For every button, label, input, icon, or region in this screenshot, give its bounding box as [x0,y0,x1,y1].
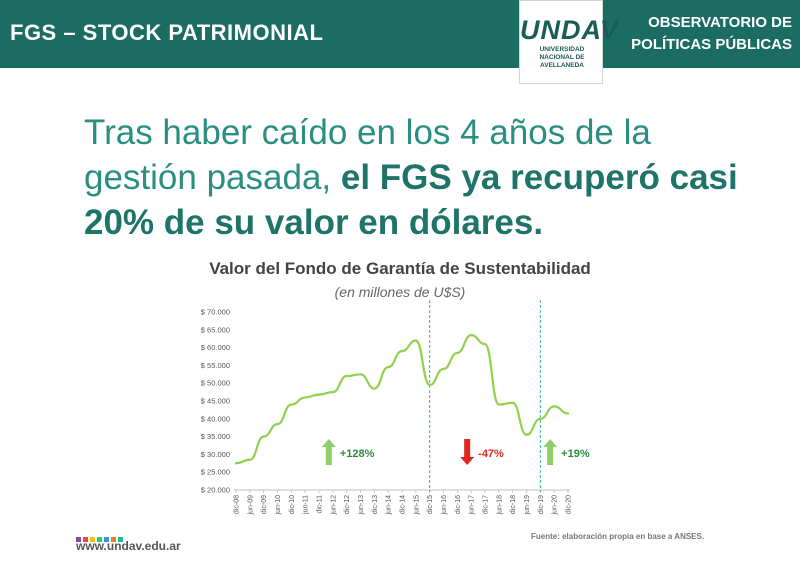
x-tick-label: dic-18 [510,495,517,514]
data-point [359,373,361,375]
data-point [276,423,278,425]
x-tick-label: dic-08 [234,495,241,514]
data-point [318,393,320,395]
x-tick-label: jun-09 [247,495,254,516]
arrow-up-icon [543,439,557,465]
x-tick-label: jun-16 [441,495,448,516]
x-tick-label: jun-20 [552,495,559,516]
y-tick-label: $ 30.000 [201,450,230,459]
x-tick-label: dic-12 [344,495,351,514]
data-point [346,375,348,377]
data-point [290,403,292,405]
data-point [456,352,458,354]
data-point [484,343,486,345]
x-tick-label: dic-17 [483,495,490,514]
x-tick-label: dic-09 [261,495,268,514]
x-tick-label: jun-13 [358,495,365,516]
series-line [236,335,568,463]
data-point [470,334,472,336]
y-tick-label: $ 35.000 [201,432,230,441]
x-tick-label: dic-13 [372,495,379,514]
arrow-down-icon [460,439,474,465]
y-tick-label: $ 70.000 [201,308,230,317]
y-tick-label: $ 25.000 [201,468,230,477]
x-tick-label: jun-14 [386,495,393,516]
change-annotation: -47% [478,448,504,460]
x-tick-label: jun-15 [413,495,420,516]
y-tick-label: $ 50.000 [201,379,230,388]
data-point [415,339,417,341]
data-point [498,403,500,405]
change-annotation: +19% [561,448,590,460]
x-tick-label: dic-20 [566,495,573,514]
y-tick-label: $ 55.000 [201,361,230,370]
x-tick-label: jun-19 [524,495,531,516]
x-tick-label: dic-16 [455,495,462,514]
data-point [235,462,237,464]
footer-url[interactable]: www.undav.edu.ar [76,539,181,553]
x-tick-label: jun-18 [496,495,503,516]
data-point [512,402,514,404]
data-point [387,366,389,368]
data-point [304,396,306,398]
footer-source: Fuente: elaboración propia en base a ANS… [531,532,704,541]
arrow-up-icon [322,439,336,465]
data-point [263,436,265,438]
x-tick-label: jun-12 [330,495,337,516]
y-tick-label: $ 20.000 [201,486,230,495]
data-point [373,387,375,389]
y-tick-label: $ 40.000 [201,414,230,423]
x-tick-label: dic-15 [427,495,434,514]
y-tick-label: $ 65.000 [201,325,230,334]
data-point [429,384,431,386]
change-annotation: +128% [340,448,375,460]
x-tick-label: jun-11 [303,495,310,515]
x-tick-label: dic-14 [400,495,407,514]
data-point [567,412,569,414]
data-point [539,418,541,420]
x-tick-label: dic-10 [289,495,296,514]
data-point [553,405,555,407]
x-tick-label: jun-17 [469,495,476,516]
data-point [401,350,403,352]
y-tick-label: $ 60.000 [201,343,230,352]
data-point [249,459,251,461]
y-tick-label: $ 45.000 [201,397,230,406]
data-point [332,391,334,393]
data-point [442,368,444,370]
x-tick-label: dic-11 [317,495,324,514]
x-tick-label: dic-19 [538,495,545,514]
data-point [525,434,527,436]
x-tick-label: jun-10 [275,495,282,516]
